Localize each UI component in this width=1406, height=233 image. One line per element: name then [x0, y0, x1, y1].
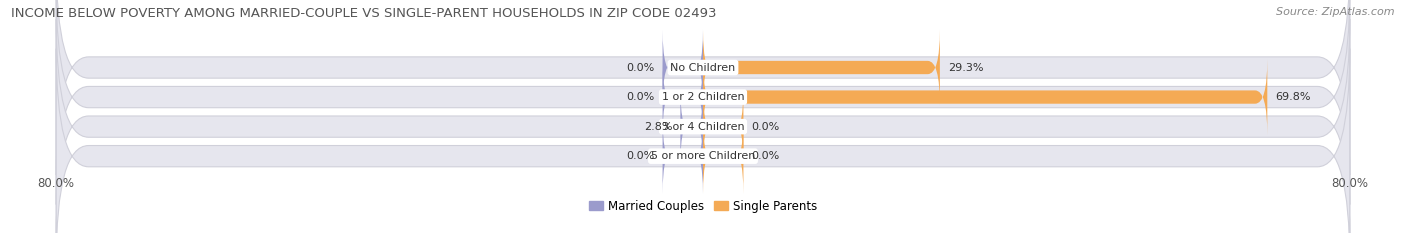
Text: 29.3%: 29.3% — [948, 62, 983, 72]
Text: 5 or more Children: 5 or more Children — [651, 151, 755, 161]
FancyBboxPatch shape — [703, 30, 939, 105]
Text: 0.0%: 0.0% — [752, 122, 780, 132]
FancyBboxPatch shape — [56, 0, 1350, 175]
FancyBboxPatch shape — [56, 49, 1350, 233]
Text: Source: ZipAtlas.com: Source: ZipAtlas.com — [1277, 7, 1395, 17]
FancyBboxPatch shape — [56, 19, 1350, 233]
Text: 0.0%: 0.0% — [626, 92, 654, 102]
FancyBboxPatch shape — [662, 59, 703, 135]
Text: 0.0%: 0.0% — [626, 151, 654, 161]
Text: 0.0%: 0.0% — [752, 151, 780, 161]
FancyBboxPatch shape — [703, 59, 1267, 135]
FancyBboxPatch shape — [681, 89, 703, 164]
FancyBboxPatch shape — [703, 89, 744, 164]
FancyBboxPatch shape — [703, 119, 744, 194]
Text: 0.0%: 0.0% — [626, 62, 654, 72]
FancyBboxPatch shape — [56, 0, 1350, 205]
FancyBboxPatch shape — [662, 30, 703, 105]
Text: No Children: No Children — [671, 62, 735, 72]
Text: 3 or 4 Children: 3 or 4 Children — [662, 122, 744, 132]
Text: 2.8%: 2.8% — [644, 122, 672, 132]
Text: INCOME BELOW POVERTY AMONG MARRIED-COUPLE VS SINGLE-PARENT HOUSEHOLDS IN ZIP COD: INCOME BELOW POVERTY AMONG MARRIED-COUPL… — [11, 7, 717, 20]
FancyBboxPatch shape — [662, 119, 703, 194]
Legend: Married Couples, Single Parents: Married Couples, Single Parents — [589, 199, 817, 212]
Text: 69.8%: 69.8% — [1275, 92, 1310, 102]
Text: 1 or 2 Children: 1 or 2 Children — [662, 92, 744, 102]
